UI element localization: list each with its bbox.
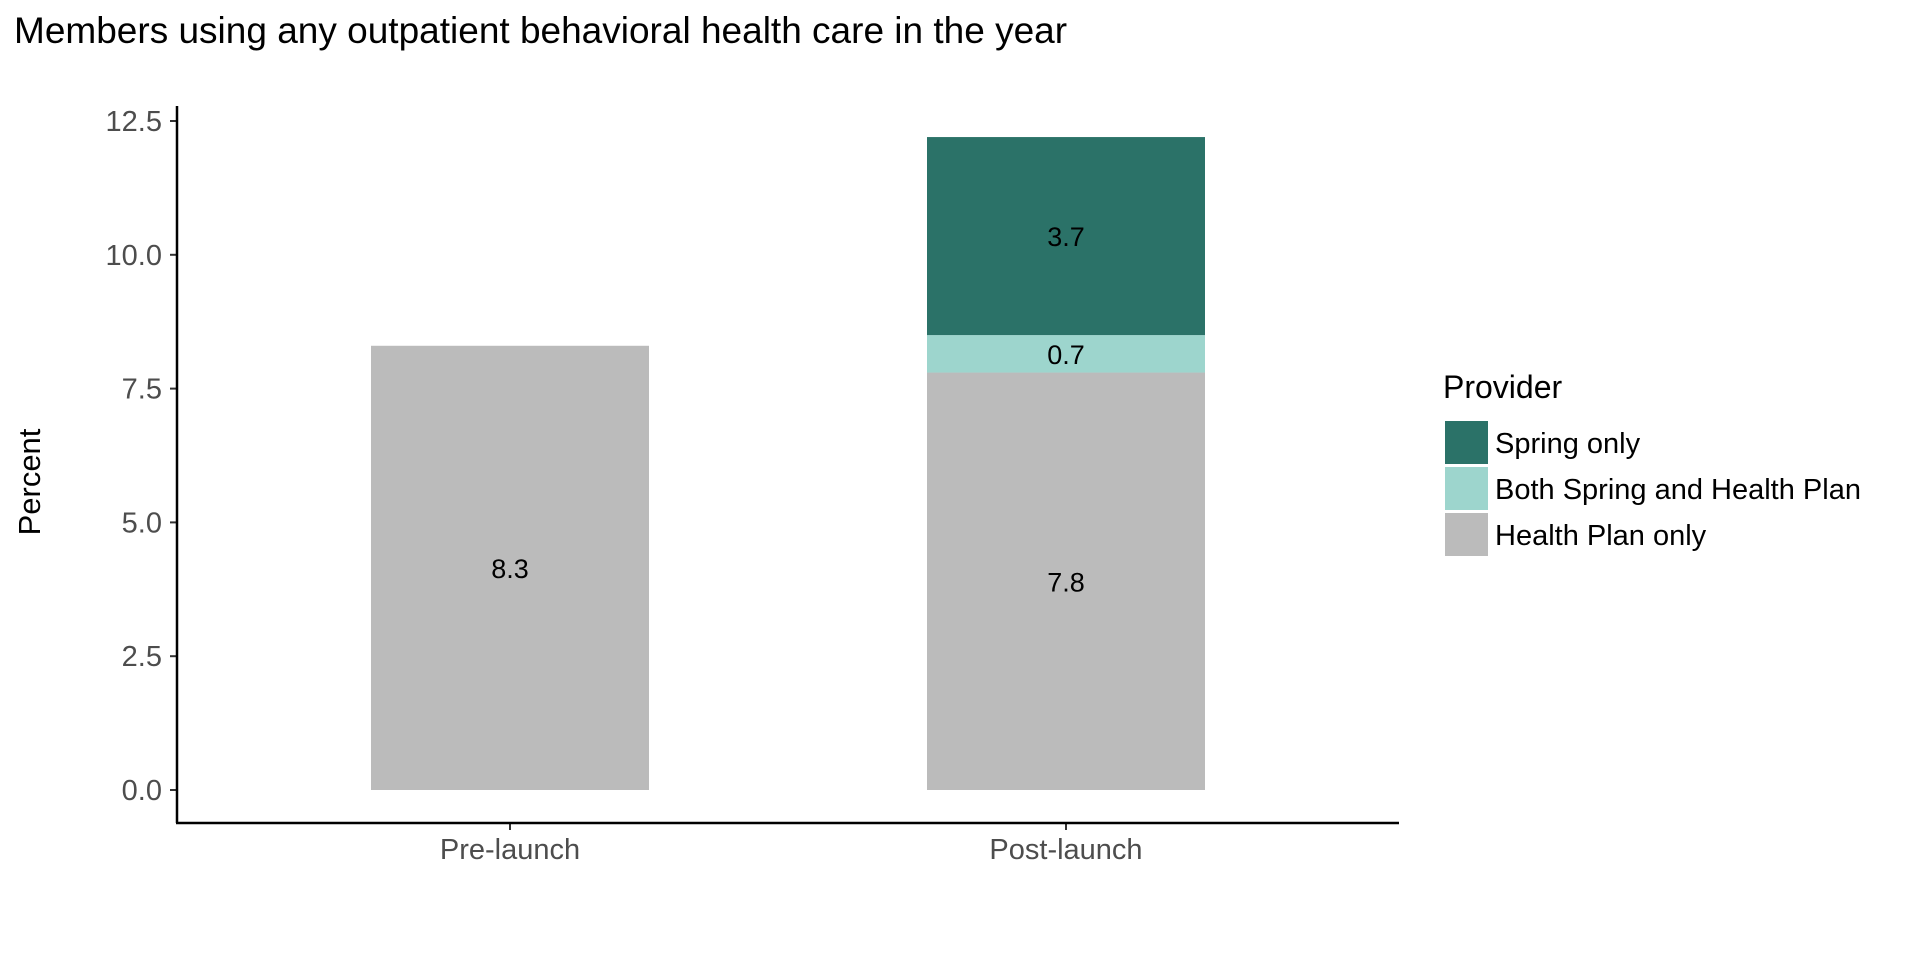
x-tick-label: Post-launch <box>989 834 1142 866</box>
y-tick-label: 2.5 <box>122 641 162 673</box>
chart-title: Members using any outpatient behavioral … <box>14 10 1067 51</box>
bar-segment <box>371 345 649 790</box>
legend-swatch <box>1445 513 1488 556</box>
legend-swatch <box>1445 421 1488 464</box>
data-label: 8.3 <box>491 554 529 584</box>
y-tick-label: 5.0 <box>122 507 162 539</box>
x-tick-label: Pre-launch <box>440 834 580 866</box>
bar-segment <box>927 372 1205 790</box>
y-tick-label: 12.5 <box>106 106 162 138</box>
legend-title: Provider <box>1443 369 1563 405</box>
y-tick-label: 7.5 <box>122 374 162 406</box>
bar-segment <box>927 335 1205 373</box>
legend-swatch <box>1445 467 1488 510</box>
legend-label: Health Plan only <box>1495 520 1707 552</box>
y-tick-label: 10.0 <box>106 240 162 272</box>
y-tick-label: 0.0 <box>122 775 162 807</box>
legend-label: Both Spring and Health Plan <box>1495 474 1861 506</box>
plot-area: 0.0 2.5 5.0 7.5 10.0 12.5 8.3 Pre-launch 7.8 0.7 3… <box>106 106 1205 866</box>
legend-label: Spring only <box>1495 428 1641 460</box>
data-label: 7.8 <box>1047 567 1085 597</box>
data-label: 0.7 <box>1047 340 1085 370</box>
y-axis-title: Percent <box>12 428 47 535</box>
bar-segment <box>927 137 1205 336</box>
legend: Provider Spring only Both Spring and Heal… <box>1443 369 1861 556</box>
data-label: 3.7 <box>1047 222 1085 252</box>
